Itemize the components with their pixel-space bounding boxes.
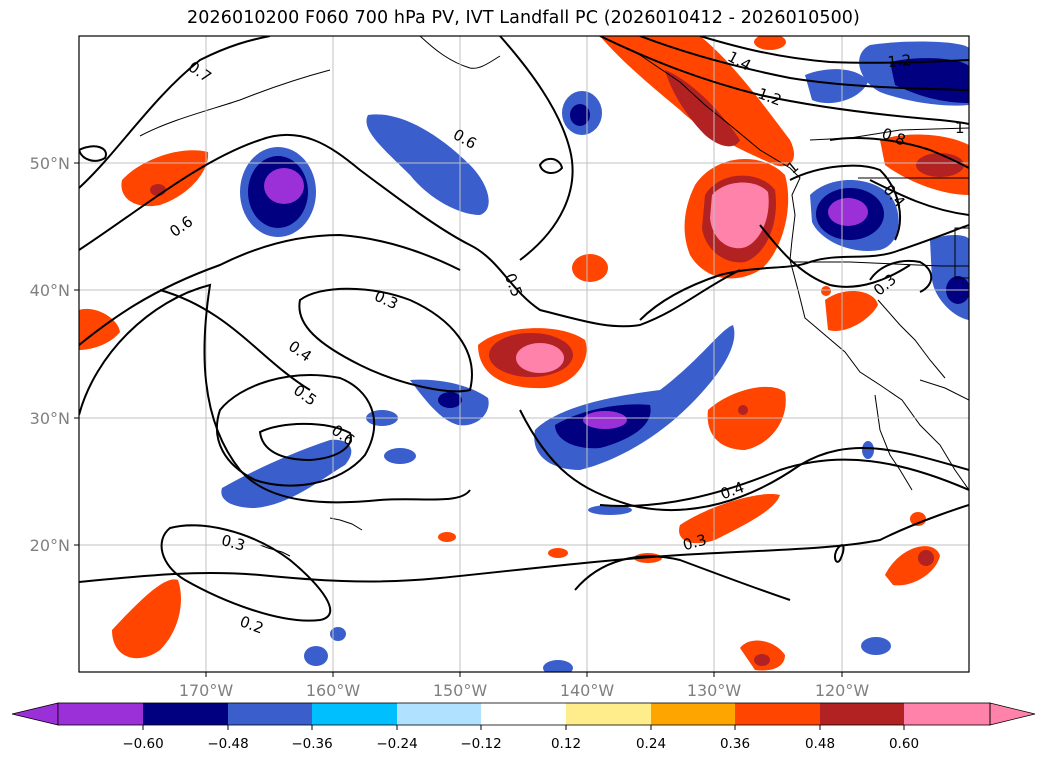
colorbar-bin <box>481 703 566 725</box>
colorbar-tick-label: 0.60 <box>889 736 919 752</box>
contour-label: 1.2 <box>887 51 912 71</box>
lon-tick-label: 130°W <box>687 681 742 700</box>
colorbar-bin <box>651 703 735 725</box>
colorbar-bin <box>397 703 481 725</box>
contour-lines <box>79 36 969 622</box>
lon-tick-label: 150°W <box>433 681 488 700</box>
colorbar: −0.60 −0.48 −0.36 −0.24 −0.12 0.12 0.24 … <box>11 702 1036 752</box>
axis-ticks <box>74 162 843 677</box>
colorbar-tick-label: −0.48 <box>207 736 248 752</box>
filled-anomalies <box>79 36 969 672</box>
map-area: 0.7 0.6 0.6 0.5 0.3 0.4 0.5 0.6 0.4 0.3 … <box>79 36 969 672</box>
lon-tick-label: 160°W <box>306 681 361 700</box>
colorbar-tick-label: 0.24 <box>636 736 666 752</box>
colorbar-tick-label: 0.36 <box>720 736 750 752</box>
colorbar-tick-label: −0.12 <box>460 736 501 752</box>
colorbar-tick-label: −0.36 <box>291 736 332 752</box>
colorbar-bin <box>904 703 990 725</box>
map-frame <box>78 35 970 673</box>
colorbar-bin <box>312 703 397 725</box>
lon-tick-label: 120°W <box>815 681 870 700</box>
colorbar-tick-label: 0.48 <box>805 736 835 752</box>
colorbar-bin <box>58 703 143 725</box>
contour-label: 1 <box>955 119 965 137</box>
colorbar-bin <box>566 703 651 725</box>
lat-tick-label: 50°N <box>30 154 70 173</box>
lat-tick-label: 30°N <box>30 409 70 428</box>
lat-tick-label: 40°N <box>30 281 70 300</box>
contour-label: 0.3 <box>681 531 709 555</box>
colorbar-left-extension <box>11 702 59 726</box>
colorbar-bin <box>143 703 228 725</box>
colorbar-tick-label: 0.12 <box>551 736 581 752</box>
map-title: 2026010200 F060 700 hPa PV, IVT Landfall… <box>187 8 860 28</box>
lat-tick-label: 20°N <box>30 536 70 555</box>
colorbar-right-extension <box>989 702 1036 726</box>
colorbar-tick-label: −0.24 <box>376 736 417 752</box>
lon-tick-label: 140°W <box>560 681 615 700</box>
contour-label: 0.3 <box>219 531 247 555</box>
colorbar-bin <box>228 703 312 725</box>
colorbar-bin <box>820 703 904 725</box>
colorbar-bin <box>735 703 820 725</box>
colorbar-tick-label: −0.60 <box>122 736 163 752</box>
lon-tick-label: 170°W <box>179 681 234 700</box>
lon-tick-labels: 170°W 160°W 150°W 140°W 130°W 120°W <box>179 681 870 700</box>
lat-tick-labels: 50°N 40°N 30°N 20°N <box>30 154 70 555</box>
